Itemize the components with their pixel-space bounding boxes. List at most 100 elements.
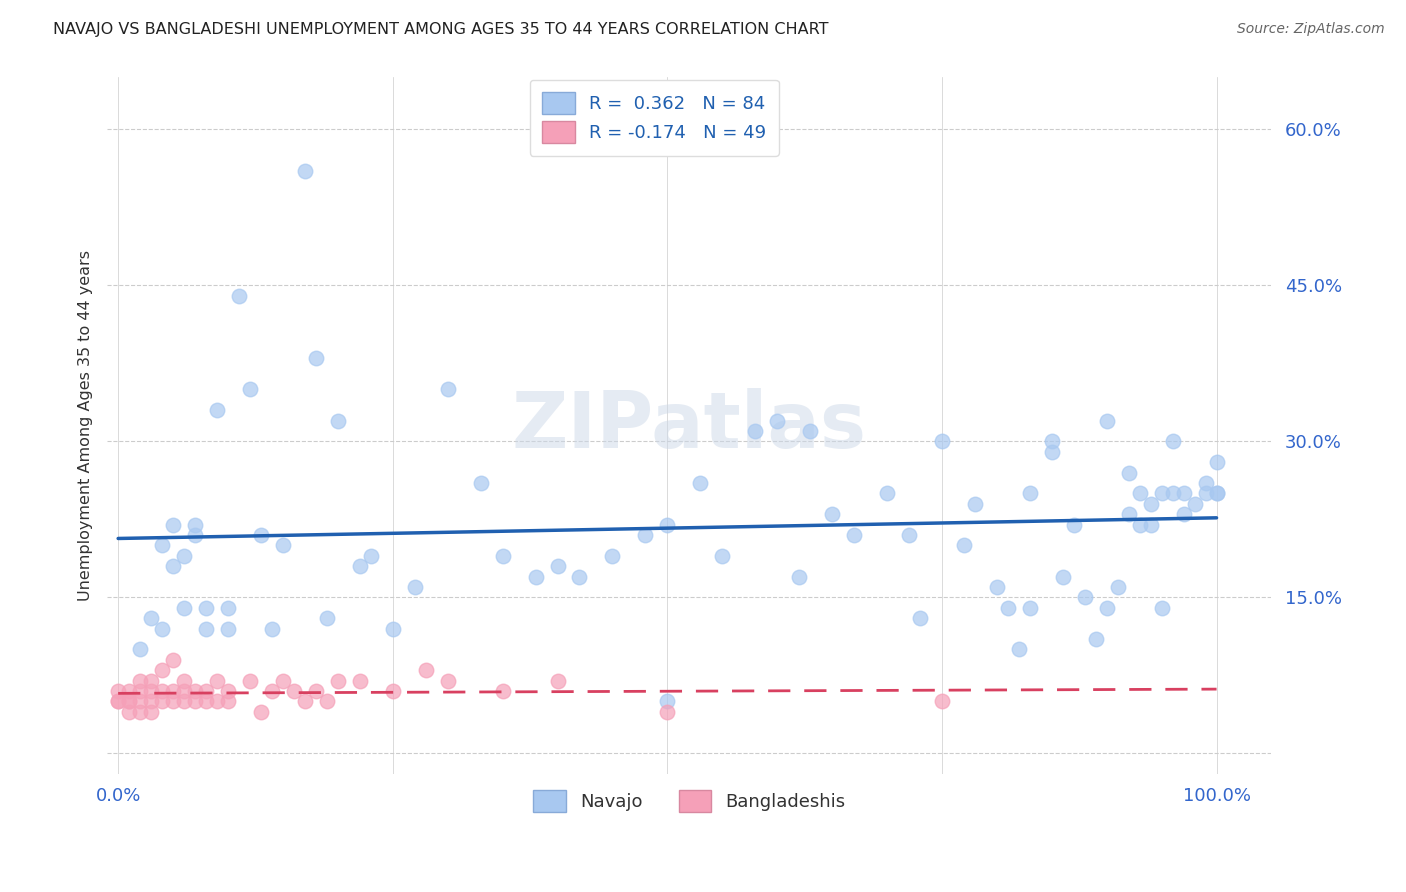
Point xyxy=(360,549,382,563)
Point xyxy=(150,538,173,552)
Point xyxy=(1018,600,1040,615)
Point xyxy=(150,622,173,636)
Point xyxy=(470,475,492,490)
Point xyxy=(931,434,953,449)
Point xyxy=(118,694,141,708)
Point xyxy=(228,289,250,303)
Point xyxy=(381,684,404,698)
Point xyxy=(1118,466,1140,480)
Point xyxy=(326,673,349,688)
Point xyxy=(876,486,898,500)
Point xyxy=(294,694,316,708)
Point xyxy=(129,642,152,657)
Point xyxy=(107,694,129,708)
Point xyxy=(294,164,316,178)
Point xyxy=(250,705,273,719)
Point xyxy=(129,705,152,719)
Point xyxy=(953,538,976,552)
Point xyxy=(283,684,305,698)
Point xyxy=(1052,569,1074,583)
Point xyxy=(139,684,162,698)
Legend: Navajo, Bangladeshis: Navajo, Bangladeshis xyxy=(520,777,858,824)
Point xyxy=(657,705,679,719)
Point xyxy=(162,684,184,698)
Point xyxy=(349,673,371,688)
Point xyxy=(842,528,865,542)
Point xyxy=(184,528,207,542)
Point xyxy=(250,528,273,542)
Point xyxy=(1194,475,1216,490)
Point xyxy=(634,528,657,542)
Point xyxy=(150,694,173,708)
Point xyxy=(129,684,152,698)
Point xyxy=(205,673,228,688)
Point xyxy=(744,424,766,438)
Point xyxy=(305,684,328,698)
Point xyxy=(524,569,547,583)
Point xyxy=(1205,486,1227,500)
Point xyxy=(162,517,184,532)
Point xyxy=(162,653,184,667)
Point xyxy=(1139,497,1161,511)
Point xyxy=(821,507,844,521)
Point xyxy=(1084,632,1107,646)
Y-axis label: Unemployment Among Ages 35 to 44 years: Unemployment Among Ages 35 to 44 years xyxy=(79,251,93,601)
Point xyxy=(239,673,262,688)
Point xyxy=(271,673,294,688)
Point xyxy=(415,663,437,677)
Point xyxy=(107,684,129,698)
Point xyxy=(205,694,228,708)
Point xyxy=(1040,434,1063,449)
Point xyxy=(931,694,953,708)
Point xyxy=(260,684,283,698)
Point xyxy=(305,351,328,366)
Point xyxy=(139,694,162,708)
Point xyxy=(260,622,283,636)
Point xyxy=(217,600,239,615)
Point xyxy=(139,611,162,625)
Point xyxy=(657,694,679,708)
Point xyxy=(326,414,349,428)
Point xyxy=(173,600,195,615)
Point xyxy=(315,694,337,708)
Point xyxy=(1205,455,1227,469)
Point xyxy=(217,622,239,636)
Point xyxy=(436,383,458,397)
Point xyxy=(107,694,129,708)
Point xyxy=(1173,486,1195,500)
Point xyxy=(184,517,207,532)
Point xyxy=(1150,600,1173,615)
Point xyxy=(787,569,810,583)
Point xyxy=(118,684,141,698)
Point xyxy=(602,549,624,563)
Point xyxy=(997,600,1019,615)
Point xyxy=(1040,444,1063,458)
Point xyxy=(1129,486,1152,500)
Point xyxy=(547,673,569,688)
Point xyxy=(1063,517,1085,532)
Point xyxy=(195,694,218,708)
Point xyxy=(1184,497,1206,511)
Point xyxy=(1095,414,1118,428)
Point xyxy=(711,549,734,563)
Point xyxy=(162,694,184,708)
Point xyxy=(908,611,931,625)
Point xyxy=(1150,486,1173,500)
Point xyxy=(404,580,426,594)
Point xyxy=(205,403,228,417)
Point xyxy=(195,622,218,636)
Point xyxy=(184,694,207,708)
Point xyxy=(436,673,458,688)
Point xyxy=(349,559,371,574)
Point xyxy=(963,497,986,511)
Point xyxy=(491,549,513,563)
Point xyxy=(898,528,921,542)
Point xyxy=(184,684,207,698)
Point xyxy=(271,538,294,552)
Point xyxy=(173,694,195,708)
Point xyxy=(195,600,218,615)
Point xyxy=(139,673,162,688)
Point xyxy=(568,569,591,583)
Point xyxy=(129,694,152,708)
Text: Source: ZipAtlas.com: Source: ZipAtlas.com xyxy=(1237,22,1385,37)
